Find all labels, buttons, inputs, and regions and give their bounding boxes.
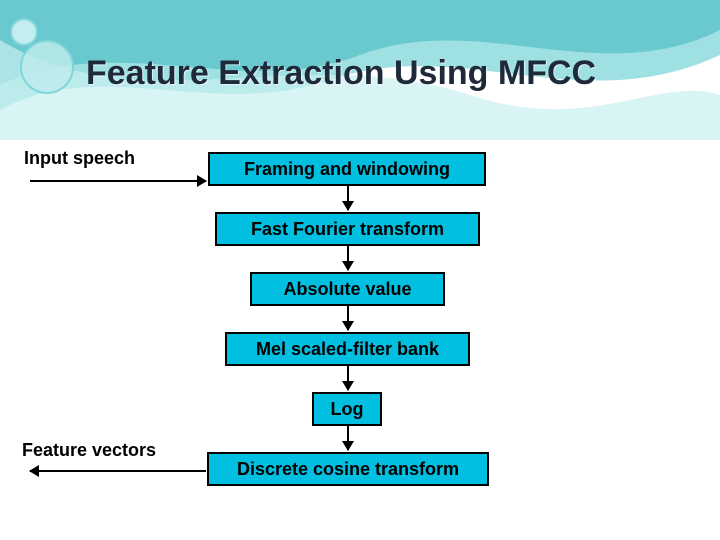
stage-dct: Discrete cosine transform [207,452,489,486]
arrow-5-6 [347,426,349,450]
arrow-4-5 [347,366,349,390]
bubble-large [20,40,74,94]
bubble-small [10,18,38,46]
stage-absolute-value: Absolute value [250,272,445,306]
page-title: Feature Extraction Using MFCC [86,54,596,93]
stage-fft: Fast Fourier transform [215,212,480,246]
stage-log: Log [312,392,382,426]
output-arrow [30,470,206,472]
arrow-1-2 [347,186,349,210]
arrow-2-3 [347,246,349,270]
arrow-3-4 [347,306,349,330]
input-arrow [30,180,206,182]
feature-vectors-label: Feature vectors [22,440,156,461]
stage-mel-filter-bank: Mel scaled-filter bank [225,332,470,366]
stage-framing-windowing: Framing and windowing [208,152,486,186]
input-speech-label: Input speech [24,148,135,169]
